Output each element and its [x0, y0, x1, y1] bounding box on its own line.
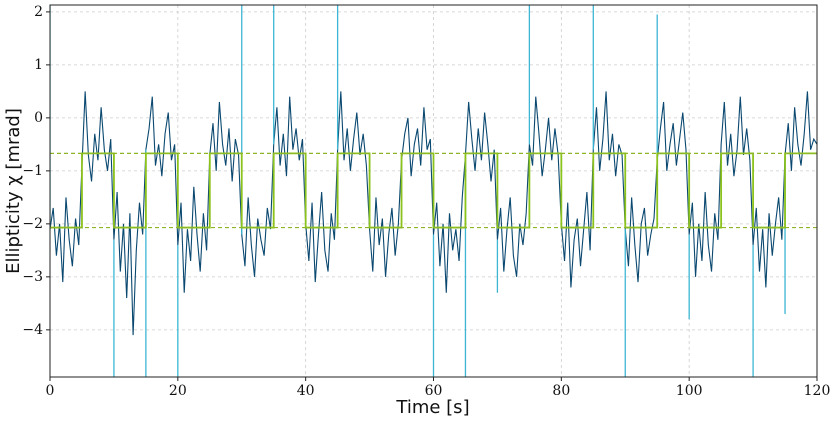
x-tick-label: 100	[676, 383, 703, 399]
y-tick-label: 2	[34, 4, 43, 20]
ticks: 0 20 40 60 80 100 120 −4 −3 −2 −1 0 1 2	[22, 4, 830, 399]
y-tick-label: 1	[34, 57, 43, 73]
x-tick-label: 60	[425, 383, 443, 399]
y-tick-label: −4	[22, 322, 43, 338]
y-tick-label: −2	[22, 216, 43, 232]
x-tick-label: 120	[804, 383, 831, 399]
plot-area	[50, 5, 817, 377]
signal-line	[50, 91, 817, 336]
y-tick-label: 0	[34, 110, 43, 126]
y-tick-label: −1	[22, 163, 43, 179]
x-tick-label: 80	[552, 383, 570, 399]
x-axis-label: Time [s]	[395, 397, 469, 418]
x-tick-label: 0	[46, 383, 55, 399]
x-tick-label: 40	[297, 383, 315, 399]
y-axis-label: Ellipticity χ [mrad]	[3, 108, 24, 274]
y-tick-label: −3	[22, 269, 43, 285]
reference-step	[50, 152, 817, 229]
x-tick-label: 20	[169, 383, 187, 399]
